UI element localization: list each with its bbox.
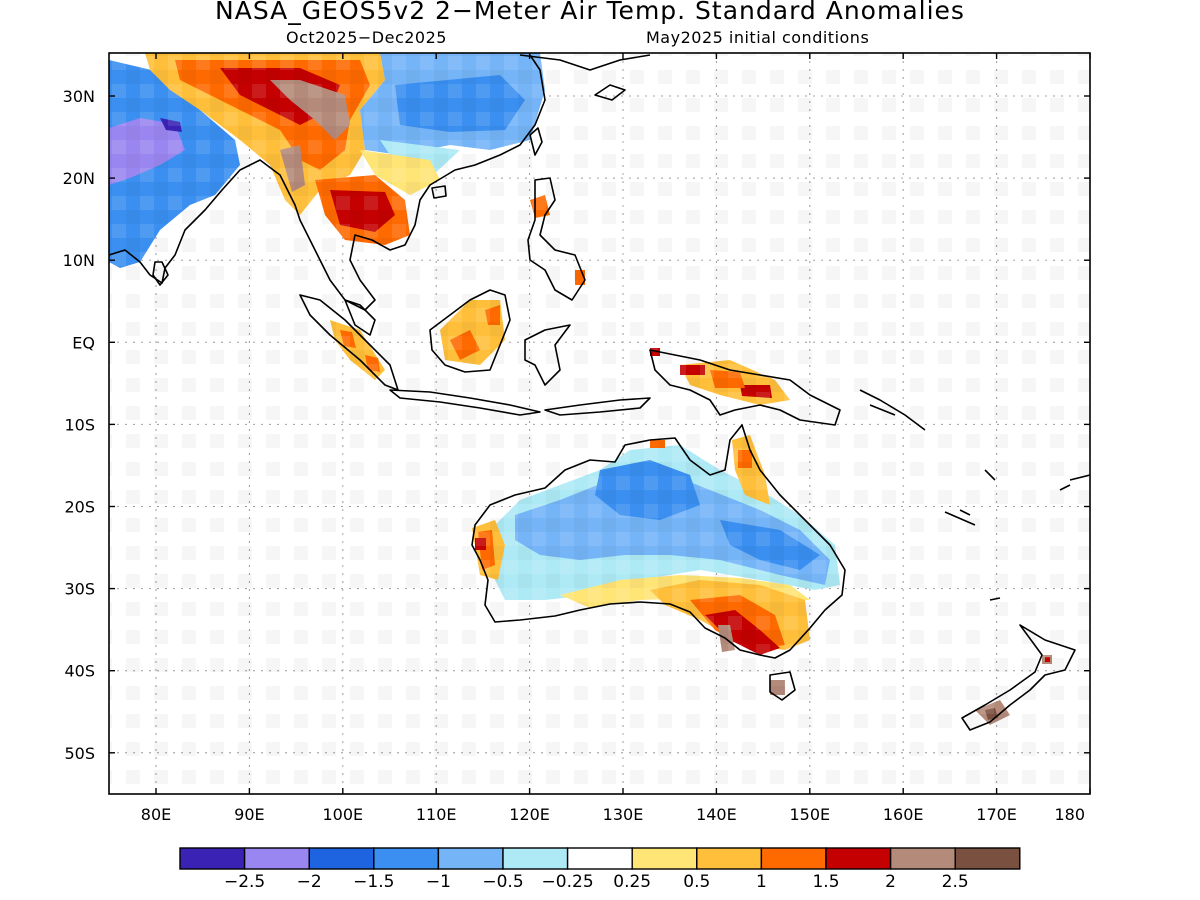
hainan-coast [431,185,447,199]
borneo-coast [429,289,511,373]
new-guinea-coast [649,349,841,426]
initial-conditions: May2025 initial conditions [646,28,870,47]
sulawesi-coast [524,324,571,386]
colorbar-swatch [373,847,440,870]
malay-peninsula-coast [344,299,376,336]
solomon-islands-coast [859,389,926,431]
colorbar [179,847,1021,870]
lon-tick-label: 100E [322,805,363,824]
colorbar-swatch [502,847,569,870]
lon-tick-label: 170E [976,805,1017,824]
lat-tick-label: 10S [64,415,95,434]
colorbar-label: −2.5 [223,872,266,892]
lat-tick-label: 10N [63,251,95,270]
colorbar-label: −0.25 [541,872,594,892]
lesser-sunda-coast [544,397,651,416]
colorbar-swatch [243,847,310,870]
forecast-period: Oct2025−Dec2025 [286,28,447,47]
anomaly-field [109,53,1090,794]
latitude-axis: 30N 20N 10N EQ 10S 20S 30S 40S 50S [63,87,1090,763]
colorbar-label: −0.5 [482,872,524,892]
map-title: NASA_GEOS5v2 2−Meter Air Temp. Standard … [215,0,965,25]
colorbar-label: −1.5 [353,872,395,892]
lon-tick-label: 90E [234,805,264,824]
lat-tick-label: 20S [64,498,95,517]
sri-lanka-coast [152,261,169,286]
colorbar-label: 1.5 [812,872,840,892]
asia-mainland-coast [109,54,546,311]
colorbar-swatch [889,847,956,870]
tasmania-coast [769,671,796,701]
lat-tick-label: 20N [63,169,95,188]
lat-tick-label: 30S [64,580,95,599]
lat-tick-label: EQ [72,333,95,352]
colorbar-swatch [308,847,375,870]
philippines-coast [527,177,586,301]
coastlines [109,54,1090,731]
longitude-axis: 80E 90E 100E 110E 120E 130E 140E 150E 160E 170E 18… [141,53,1091,824]
pacific-islands-coast [944,469,1090,601]
new-zealand-coast [961,624,1076,731]
lat-tick-label: 30N [63,87,95,106]
colorbar-label: 0.5 [683,872,711,892]
colorbar-label: 2.5 [941,872,969,892]
lat-tick-label: 40S [64,662,95,681]
colorbar-label: −1 [425,872,451,892]
colorbar-swatch [954,847,1021,870]
lon-tick-label: 120E [509,805,550,824]
lon-tick-label: 110E [416,805,457,824]
colorbar-swatch [566,847,633,870]
japan-korea-coast [519,54,651,101]
australia-coast [471,424,846,659]
colorbar-swatch [631,847,698,870]
lon-tick-label: 160E [883,805,924,824]
colorbar-label: −2 [296,872,322,892]
map-frame [108,52,1091,795]
field-texture [109,53,1090,794]
lon-tick-label: 150E [789,805,830,824]
colorbar-swatch [825,847,892,870]
lon-tick-label: 80E [141,805,171,824]
colorbar-swatch [437,847,504,870]
colorbar-swatch [696,847,763,870]
lon-tick-label: 140E [696,805,737,824]
colorbar-swatch [760,847,827,870]
colorbar-label: 2 [885,872,897,892]
colorbar-label: 0.25 [613,872,652,892]
java-coast [389,389,541,416]
lon-tick-label: 130E [603,805,644,824]
lat-tick-label: 50S [64,744,95,763]
taiwan-coast [529,127,543,156]
lon-tick-label: 180 [1054,805,1085,824]
colorbar-swatch [179,847,246,870]
colorbar-label: 1 [755,872,767,892]
